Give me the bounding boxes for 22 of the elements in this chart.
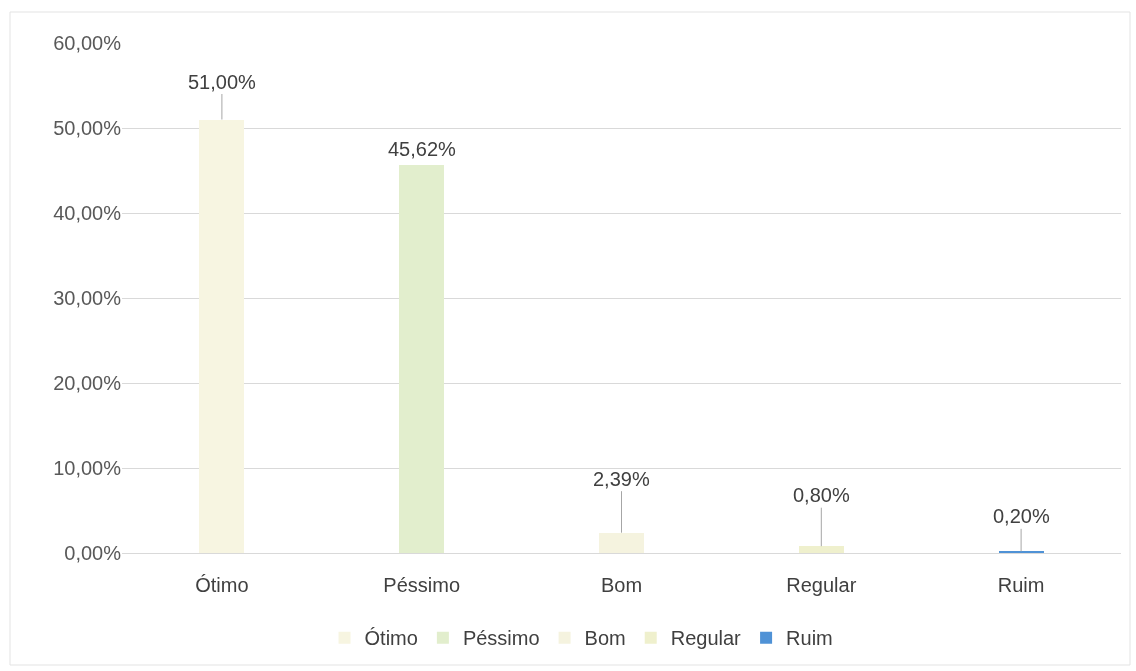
y-tick-label: 10,00% (53, 457, 122, 479)
legend-label: Bom (584, 627, 626, 650)
y-tick-label: 60,00% (53, 32, 122, 54)
legend-label: Ótimo (364, 627, 418, 650)
y-tick-label: 40,00% (53, 202, 122, 224)
y-tick-label: 0,00% (64, 542, 122, 564)
legend-label: Péssimo (462, 627, 540, 650)
data-label: 2,39% (593, 468, 650, 490)
x-tick-label: Ótimo (195, 574, 249, 596)
x-tick-label: Bom (600, 574, 643, 596)
y-tick-label: 30,00% (53, 287, 122, 309)
x-tick-label: Ruim (997, 574, 1045, 596)
data-label: 45,62% (388, 138, 457, 160)
y-tick-label: 50,00% (53, 117, 122, 139)
legend-label: Ruim (786, 627, 833, 650)
y-tick-label: 20,00% (53, 372, 122, 394)
x-tick-label: Péssimo (383, 574, 461, 596)
x-tick-label: Regular (786, 574, 857, 596)
legend-label: Regular (670, 627, 742, 650)
data-label: 51,00% (188, 71, 257, 93)
data-label: 0,80% (793, 484, 850, 506)
data-label: 0,20% (993, 505, 1050, 527)
